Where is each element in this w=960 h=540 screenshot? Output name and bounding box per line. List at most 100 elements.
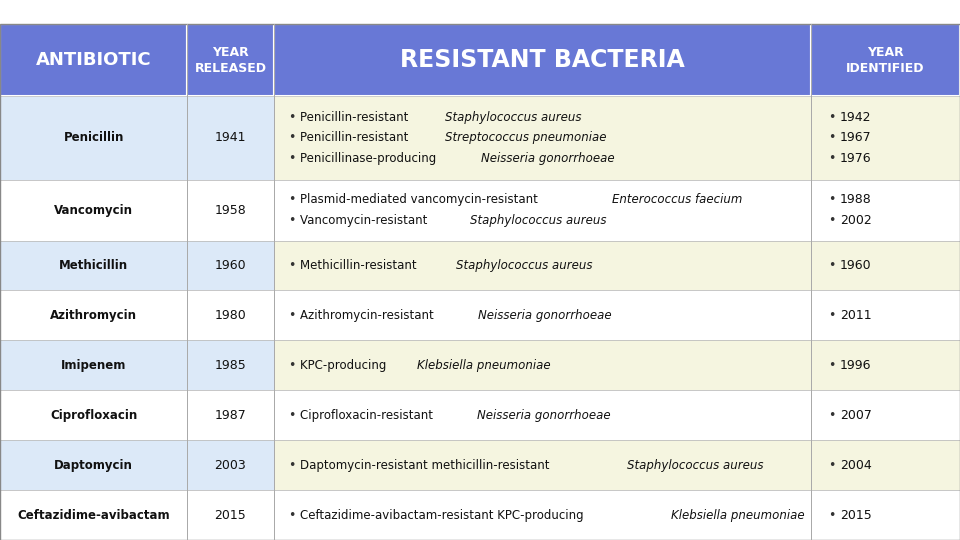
Bar <box>811 96 960 180</box>
Text: 2004: 2004 <box>840 458 872 471</box>
Text: 1960: 1960 <box>215 259 246 272</box>
Bar <box>0 180 187 240</box>
Bar <box>0 240 187 291</box>
Text: •: • <box>828 193 836 206</box>
Bar <box>274 240 811 291</box>
Text: ANTIBIOTIC: ANTIBIOTIC <box>36 51 152 69</box>
Bar <box>0 440 187 490</box>
Bar <box>811 291 960 340</box>
Bar <box>0 96 187 180</box>
Text: •: • <box>828 409 836 422</box>
Bar <box>187 340 274 390</box>
Bar <box>274 291 811 340</box>
Text: Neisseria gonorrhoeae: Neisseria gonorrhoeae <box>478 309 612 322</box>
Bar <box>811 490 960 540</box>
Text: •: • <box>288 259 296 272</box>
Text: 2015: 2015 <box>840 509 872 522</box>
Text: KPC-producing: KPC-producing <box>300 359 391 372</box>
Text: 1941: 1941 <box>215 131 246 145</box>
Text: 1960: 1960 <box>840 259 872 272</box>
Text: Enterococcus faecium: Enterococcus faecium <box>612 193 743 206</box>
Bar <box>187 240 274 291</box>
Text: Methicillin-resistant: Methicillin-resistant <box>300 259 420 272</box>
Text: Penicillin: Penicillin <box>63 131 124 145</box>
Bar <box>187 180 274 240</box>
Text: Staphylococcus aureus: Staphylococcus aureus <box>627 458 764 471</box>
Text: Azithromycin-resistant: Azithromycin-resistant <box>300 309 438 322</box>
Text: •: • <box>288 214 296 227</box>
Text: •: • <box>828 259 836 272</box>
Text: Staphylococcus aureus: Staphylococcus aureus <box>469 214 606 227</box>
Text: Klebsiella pneumoniae: Klebsiella pneumoniae <box>671 509 804 522</box>
Bar <box>0 490 187 540</box>
Text: •: • <box>288 152 296 165</box>
Text: Imipenem: Imipenem <box>60 359 127 372</box>
Text: •: • <box>828 359 836 372</box>
Bar <box>811 180 960 240</box>
Text: •: • <box>288 509 296 522</box>
Bar <box>274 390 811 440</box>
Text: Penicillin-resistant: Penicillin-resistant <box>300 111 413 124</box>
Text: Plasmid-mediated vancomycin-resistant: Plasmid-mediated vancomycin-resistant <box>300 193 542 206</box>
Text: •: • <box>828 458 836 471</box>
Bar <box>0 24 187 96</box>
Text: •: • <box>288 111 296 124</box>
Bar <box>811 240 960 291</box>
Bar <box>274 490 811 540</box>
Text: Penicillin-resistant: Penicillin-resistant <box>300 131 413 145</box>
Text: 1967: 1967 <box>840 131 872 145</box>
Text: Ciprofloxacin: Ciprofloxacin <box>50 409 137 422</box>
Text: 2003: 2003 <box>214 458 247 471</box>
Text: Daptomycin: Daptomycin <box>54 458 133 471</box>
Text: Azithromycin: Azithromycin <box>50 309 137 322</box>
Text: 2011: 2011 <box>840 309 872 322</box>
Text: •: • <box>828 309 836 322</box>
Text: Methicillin: Methicillin <box>59 259 129 272</box>
Text: 2007: 2007 <box>840 409 872 422</box>
Text: YEAR
RELEASED: YEAR RELEASED <box>194 46 266 75</box>
Text: Vancomycin-resistant: Vancomycin-resistant <box>300 214 432 227</box>
Text: Daptomycin-resistant methicillin-resistant: Daptomycin-resistant methicillin-resista… <box>300 458 554 471</box>
Text: •: • <box>288 309 296 322</box>
Text: •: • <box>828 509 836 522</box>
Bar <box>274 96 811 180</box>
Bar <box>187 96 274 180</box>
Text: •: • <box>288 193 296 206</box>
Text: Vancomycin: Vancomycin <box>54 204 133 217</box>
Text: YEAR
IDENTIFIED: YEAR IDENTIFIED <box>847 46 924 75</box>
Bar <box>274 440 811 490</box>
Bar <box>811 440 960 490</box>
Text: Ceftazidime-avibactam: Ceftazidime-avibactam <box>17 509 170 522</box>
Text: Neisseria gonorrhoeae: Neisseria gonorrhoeae <box>481 152 614 165</box>
Text: •: • <box>288 458 296 471</box>
Bar <box>187 291 274 340</box>
Text: 1996: 1996 <box>840 359 872 372</box>
Text: •: • <box>288 131 296 145</box>
Bar <box>811 24 960 96</box>
Bar <box>0 340 187 390</box>
Text: 1976: 1976 <box>840 152 872 165</box>
Text: •: • <box>828 152 836 165</box>
Text: 2015: 2015 <box>214 509 247 522</box>
Text: 1987: 1987 <box>214 409 247 422</box>
Text: 1958: 1958 <box>214 204 247 217</box>
Text: Neisseria gonorrhoeae: Neisseria gonorrhoeae <box>477 409 611 422</box>
Bar <box>0 291 187 340</box>
Bar <box>274 180 811 240</box>
Text: 1988: 1988 <box>840 193 872 206</box>
Text: •: • <box>288 409 296 422</box>
Bar <box>274 340 811 390</box>
Bar <box>811 340 960 390</box>
Bar <box>187 440 274 490</box>
Text: •: • <box>828 111 836 124</box>
Text: Staphylococcus aureus: Staphylococcus aureus <box>456 259 592 272</box>
Bar <box>811 390 960 440</box>
Text: •: • <box>828 131 836 145</box>
Text: 1985: 1985 <box>214 359 247 372</box>
Text: Klebsiella pneumoniae: Klebsiella pneumoniae <box>417 359 550 372</box>
Text: •: • <box>288 359 296 372</box>
Bar <box>0 390 187 440</box>
Text: Staphylococcus aureus: Staphylococcus aureus <box>445 111 582 124</box>
Text: Ciprofloxacin-resistant: Ciprofloxacin-resistant <box>300 409 437 422</box>
Bar <box>187 390 274 440</box>
